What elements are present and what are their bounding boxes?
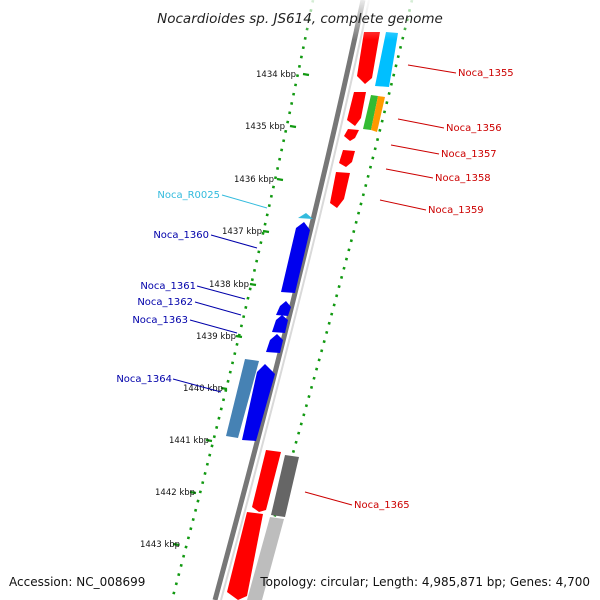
gene-label-noca-1363[interactable]: Noca_1363: [132, 315, 188, 326]
gene-noca-1360-arrow[interactable]: [281, 222, 310, 293]
gene-label-noca-1361[interactable]: Noca_1361: [140, 281, 196, 292]
gene-noca-1361-arrow[interactable]: [276, 301, 291, 316]
gene-noca-r0025-arrow[interactable]: [298, 213, 313, 219]
genome-backbone-highlight: [220, 0, 370, 600]
gene-label-noca-1355[interactable]: Noca_1355: [458, 68, 514, 79]
tick-label-1440: 1440 kbp: [183, 384, 223, 394]
gene-noca-1364-arrow[interactable]: [242, 364, 275, 441]
tick-label-1443: 1443 kbp: [140, 540, 180, 550]
cog-block-green: [363, 95, 378, 130]
top-fade: [300, 0, 440, 40]
gene-noca-1355-arrow[interactable]: [357, 32, 380, 84]
gene-noca-1363-arrow[interactable]: [266, 334, 283, 353]
tick-label-1439: 1439 kbp: [196, 332, 236, 342]
map-title: Nocardioides sp. JS614, complete genome: [157, 11, 443, 27]
tick-label-1441: 1441 kbp: [169, 436, 209, 446]
gene-label-noca-1360[interactable]: Noca_1360: [153, 230, 209, 241]
right-leader-lines: [304, 64, 457, 506]
gene-label-noca-1357[interactable]: Noca_1357: [441, 149, 497, 160]
gene-label-noca-1364[interactable]: Noca_1364: [116, 374, 172, 385]
cog-block-lightgray: [247, 517, 284, 600]
gene-noca-1357-arrow[interactable]: [344, 129, 359, 141]
left-leader-lines: [172, 234, 258, 393]
tick-label-1437: 1437 kbp: [222, 227, 262, 237]
gene-noca-1365-arrow-a[interactable]: [252, 450, 281, 512]
gene-label-noca-1358[interactable]: Noca_1358: [435, 173, 491, 184]
tick-label-1435: 1435 kbp: [245, 122, 285, 132]
gene-label-noca-1356[interactable]: Noca_1356: [446, 123, 502, 134]
cog-block-steel: [226, 359, 259, 438]
genome-summary: Topology: circular; Length: 4,985,871 bp…: [259, 575, 590, 589]
gene-noca-1356-arrow[interactable]: [347, 92, 366, 126]
inner-dotted-ring: [248, 0, 414, 600]
tick-marks: [172, 72, 310, 547]
gene-noca-1358-arrow[interactable]: [339, 150, 355, 167]
tick-label-1436: 1436 kbp: [234, 175, 274, 185]
leader-noca-r0025: [221, 194, 268, 209]
cog-block-blue: [375, 32, 398, 87]
gene-label-noca-1362[interactable]: Noca_1362: [137, 297, 193, 308]
cog-block-gray: [271, 455, 299, 517]
cog-block-orange: [371, 96, 385, 132]
tick-label-1434: 1434 kbp: [256, 70, 296, 80]
gene-label-noca-1359[interactable]: Noca_1359: [428, 205, 484, 216]
gene-noca-1362-arrow[interactable]: [272, 315, 288, 333]
gene-noca-1365-arrow-b[interactable]: [227, 512, 263, 600]
tick-label-1442: 1442 kbp: [155, 488, 195, 498]
gene-noca-1359-arrow[interactable]: [330, 172, 350, 208]
tick-label-1438: 1438 kbp: [209, 280, 249, 290]
gene-label-noca-1365[interactable]: Noca_1365: [354, 500, 410, 511]
accession-label: Accession: NC_008699: [9, 575, 145, 589]
gene-label-noca-r0025[interactable]: Noca_R0025: [157, 190, 220, 201]
genome-backbone: [212, 0, 366, 600]
